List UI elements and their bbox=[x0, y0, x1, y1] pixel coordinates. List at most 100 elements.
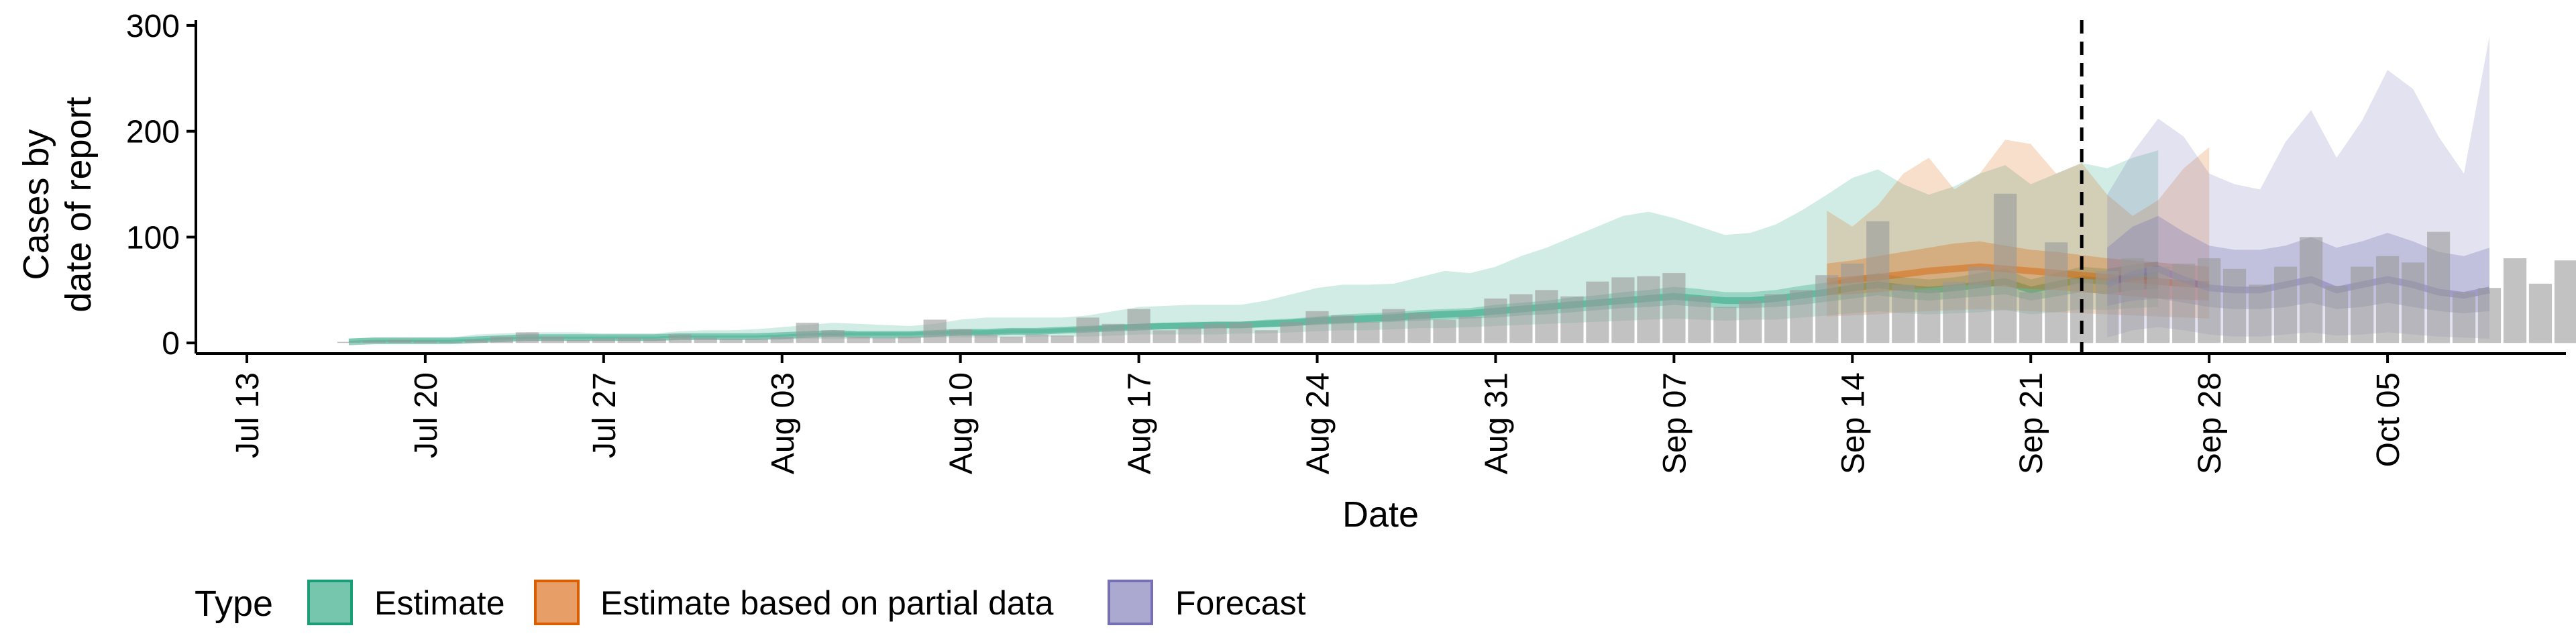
reported-cases-bar bbox=[2376, 256, 2400, 343]
x-tick-label: Sep 07 bbox=[1657, 372, 1693, 474]
reported-cases-bar bbox=[643, 338, 666, 343]
reported-cases-bar bbox=[362, 341, 386, 343]
reported-cases-bar bbox=[694, 337, 717, 343]
y-ticks: 0 100 200 300 bbox=[126, 9, 196, 362]
y-tick-label: 100 bbox=[126, 220, 180, 256]
x-tick-label: Aug 03 bbox=[765, 372, 801, 474]
x-tick-label: Aug 24 bbox=[1301, 372, 1336, 474]
reported-cases-bar bbox=[2427, 231, 2451, 343]
x-tick-label: Jul 27 bbox=[587, 372, 623, 458]
x-tick-label: Sep 21 bbox=[2014, 372, 2049, 474]
reported-cases-bar bbox=[1943, 281, 1966, 343]
legend-swatch-partial bbox=[534, 580, 580, 625]
reported-cases-bar bbox=[2096, 270, 2119, 343]
reported-cases-bar bbox=[1611, 277, 1635, 343]
reported-cases-bar bbox=[847, 336, 870, 343]
reported-cases-bar bbox=[1102, 323, 1125, 343]
reported-cases-bar bbox=[515, 332, 539, 343]
reported-cases-bar bbox=[872, 337, 896, 343]
y-tick-label: 300 bbox=[126, 9, 180, 44]
reported-cases-bar bbox=[2121, 258, 2145, 343]
reported-cases-bar bbox=[1713, 307, 1737, 343]
reported-cases-bar bbox=[2172, 263, 2196, 343]
reported-cases-bar bbox=[1560, 296, 1584, 343]
reported-cases-bar bbox=[413, 341, 437, 343]
reported-cases-bar bbox=[1994, 193, 2017, 343]
reported-cases-bar bbox=[592, 338, 615, 343]
reported-cases-bar bbox=[1178, 327, 1201, 343]
reported-cases-bar bbox=[2554, 260, 2576, 343]
reported-cases-bar bbox=[796, 323, 819, 343]
reported-cases-bar bbox=[1356, 321, 1380, 343]
reported-cases-bar bbox=[668, 334, 692, 343]
legend-swatch-estimate bbox=[307, 580, 353, 625]
legend-title: Type bbox=[195, 584, 273, 624]
reported-cases-bar bbox=[1407, 313, 1431, 343]
legend-swatch-forecast bbox=[1108, 580, 1153, 625]
axes bbox=[195, 20, 2566, 355]
reported-cases-bar bbox=[2477, 288, 2502, 343]
legend: Type Estimate Estimate based on partial … bbox=[195, 580, 1306, 625]
legend-label-estimate: Estimate bbox=[374, 584, 505, 622]
x-tick-label: Sep 28 bbox=[2192, 372, 2228, 474]
reported-cases-bar bbox=[541, 336, 564, 343]
reported-cases-bar bbox=[1254, 330, 1278, 343]
x-ticks: Jul 13 Jul 20 Jul 27 Aug 03 Aug 10 Aug 17 Aug … bbox=[230, 354, 2406, 474]
legend-label-forecast: Forecast bbox=[1175, 584, 1306, 622]
reported-cases-bar bbox=[1790, 290, 1813, 343]
reported-cases-bar bbox=[2274, 266, 2298, 343]
reported-cases-bar bbox=[2019, 292, 2043, 343]
reported-cases-bar bbox=[617, 337, 641, 343]
y-axis-label-line-2: date of report bbox=[58, 97, 99, 312]
series-2-median bbox=[2106, 265, 2491, 299]
reported-cases-bar bbox=[1331, 315, 1354, 343]
reported-cases-bar bbox=[949, 329, 972, 343]
reported-cases-bar bbox=[1127, 309, 1150, 343]
reported-cases-bar bbox=[1637, 276, 1660, 343]
reported-cases-bar bbox=[1229, 323, 1252, 343]
reported-cases-bar bbox=[2147, 266, 2170, 343]
reported-cases-bar bbox=[2198, 258, 2221, 343]
x-axis-label: Date bbox=[1342, 494, 1419, 535]
series-1-median bbox=[1826, 263, 2210, 288]
reported-cases-bar bbox=[821, 330, 845, 343]
reported-cases-bar bbox=[1025, 334, 1049, 343]
x-tick-label: Jul 20 bbox=[409, 372, 444, 458]
y-axis-label-line-1: Cases by bbox=[16, 129, 56, 280]
reported-cases-bar bbox=[2325, 286, 2349, 343]
reported-cases-bar bbox=[566, 339, 590, 343]
reported-cases-bar bbox=[1764, 294, 1788, 343]
reported-cases-bar bbox=[1688, 296, 1711, 343]
reported-cases-bar bbox=[2351, 266, 2374, 343]
reported-cases-bar bbox=[388, 339, 411, 343]
reported-cases-bar bbox=[2452, 292, 2476, 343]
reported-cases-bar bbox=[2300, 237, 2323, 343]
reported-cases-bar bbox=[337, 341, 360, 343]
reported-cases-bar bbox=[1000, 336, 1023, 343]
reported-cases-bar bbox=[1152, 330, 1176, 343]
x-tick-label: Oct 05 bbox=[2371, 372, 2406, 467]
reported-cases-bar bbox=[1433, 319, 1456, 343]
reported-cases-bar bbox=[1662, 273, 1686, 343]
reported-cases-bar bbox=[923, 319, 947, 343]
series-0-band-90 bbox=[348, 150, 2159, 343]
reported-cases-bar bbox=[1892, 284, 1915, 343]
reported-cases-bar bbox=[1586, 281, 1609, 343]
reported-cases-bar bbox=[1968, 266, 1992, 343]
reported-cases-bar bbox=[898, 336, 921, 343]
reported-cases-bar bbox=[1535, 290, 1558, 343]
y-tick-label: 0 bbox=[162, 326, 180, 362]
reported-cases-bar bbox=[719, 338, 743, 343]
bars bbox=[337, 193, 2576, 343]
reported-cases-bar bbox=[1203, 323, 1227, 343]
reported-cases-bar bbox=[1484, 299, 1507, 343]
x-tick-label: Aug 31 bbox=[1479, 372, 1515, 474]
reported-cases-bar bbox=[1382, 309, 1405, 343]
reported-cases-bar bbox=[1280, 321, 1303, 343]
reported-cases-bar bbox=[1509, 294, 1533, 343]
reported-cases-bar bbox=[1866, 221, 1890, 343]
x-tick-label: Sep 14 bbox=[1835, 372, 1871, 474]
x-tick-label: Aug 17 bbox=[1122, 372, 1158, 474]
reported-cases-bar bbox=[1076, 317, 1099, 343]
reported-cases-bar bbox=[1841, 263, 1864, 343]
